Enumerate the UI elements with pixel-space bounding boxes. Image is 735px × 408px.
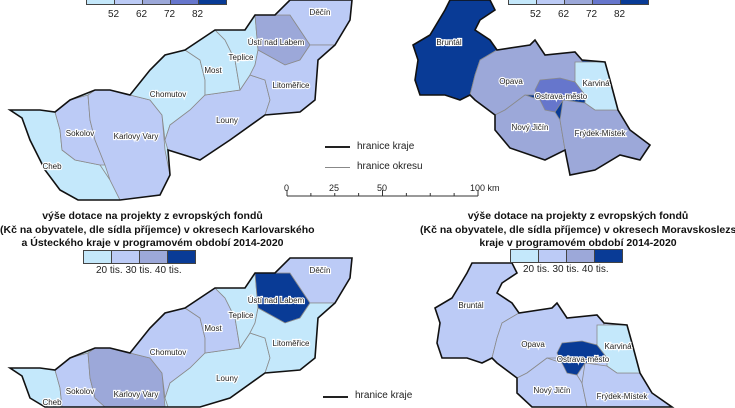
legend-tick: 72 <box>164 9 176 20</box>
district-label: Litoměřice <box>273 339 310 348</box>
region-border-swatch <box>325 146 350 148</box>
scale-tick-25: 25 <box>329 183 340 193</box>
region-border-label: hranice kraje <box>357 141 415 152</box>
legend-class-1 <box>511 250 539 262</box>
legend-class-4 <box>171 0 199 4</box>
district-label: Děčín <box>310 266 331 275</box>
region-border <box>7 257 353 408</box>
map-bottom_left: Cheb Sokolov Karlovy Vary Chomutov Louny Most… <box>7 257 353 408</box>
district-label: Ostrava-město <box>557 355 610 364</box>
district-label: Opava <box>521 340 545 349</box>
scale-tick-0: 0 <box>284 183 290 193</box>
district-label: Karlovy Vary <box>114 390 159 399</box>
district-label: Louny <box>216 374 238 383</box>
legend-class-5 <box>199 0 226 4</box>
bottom-left-legend <box>83 250 196 264</box>
bottom-left-legend-ticks: 20 tis. 30 tis. 40 tis. <box>96 265 182 276</box>
map-top_left: Cheb Sokolov Karlovy Vary Chomutov Louny Most… <box>7 0 353 201</box>
district-border-swatch <box>325 167 350 168</box>
title-line: výše dotace na projekty z evropských fon… <box>42 210 263 222</box>
legend-tick: 52 <box>530 9 542 20</box>
legend-class-4 <box>168 251 195 263</box>
district-label: Ústí nad Labem <box>248 38 305 47</box>
legend-class-3 <box>143 0 171 4</box>
district-label: Karviná <box>604 342 632 351</box>
district-label: Děčín <box>310 8 331 17</box>
legend-class-5 <box>621 0 648 4</box>
district-label: Nový Jičín <box>512 123 549 132</box>
region-border-swatch-bottom <box>323 396 348 398</box>
title-line: (Kč na obyvatele, dle sídla příjemce) v … <box>420 223 735 236</box>
district-ostrava-město[interactable] <box>556 340 608 376</box>
legend-class-2 <box>112 251 140 263</box>
legend-class-1 <box>509 0 537 4</box>
top-left-legend <box>86 0 227 5</box>
map-bottom_right: Bruntál Opava Nový Jičín Frýdek-Místek Karvi… <box>434 262 675 408</box>
district-label: Cheb <box>42 398 62 407</box>
district-label: Louny <box>216 116 238 125</box>
legend-class-4 <box>595 250 622 262</box>
district-label: Cheb <box>42 162 62 171</box>
district-label: Most <box>204 66 222 75</box>
scale-tick-50: 50 <box>377 183 388 193</box>
district-label: Nový Jičín <box>534 386 571 395</box>
legend-class-2 <box>115 0 143 4</box>
title-line: a Ústeckého kraje v programovém období 2… <box>21 237 284 249</box>
district-label: Ústí nad Labem <box>248 296 305 305</box>
bottom-left-title: výše dotace na projekty z evropských fon… <box>0 210 315 251</box>
region-border-label-bottom: hranice kraje <box>355 390 413 401</box>
region-border <box>434 262 675 408</box>
district-label: Sokolov <box>66 387 94 396</box>
title-line: výše dotace na projekty z evropských fon… <box>467 210 689 222</box>
legend-class-3 <box>140 251 168 263</box>
district-border-label: hranice okresu <box>357 161 423 172</box>
bottom-right-title: výše dotace na projekty z evropských fon… <box>420 210 735 251</box>
region-border <box>412 0 652 176</box>
district-label: Chomutov <box>150 90 186 99</box>
title-line: (Kč na obyvatele, dle sídla příjemce) v … <box>0 223 315 236</box>
district-ostrava-město[interactable] <box>534 77 586 113</box>
district-label: Frýdek-Místek <box>597 392 649 401</box>
bottom-right-legend <box>510 249 623 263</box>
district-label: Bruntál <box>458 301 484 310</box>
district-label: Frýdek-Místek <box>575 129 627 138</box>
legend-tick: 62 <box>558 9 570 20</box>
legend-class-1 <box>87 0 115 4</box>
district-label: Teplice <box>229 311 254 320</box>
title-line: kraje v programovém období 2014-2020 <box>479 237 677 249</box>
legend-class-3 <box>565 0 593 4</box>
scale-tick-100: 100 km <box>470 183 500 193</box>
legend-class-2 <box>537 0 565 4</box>
scale-bar-line <box>286 190 479 197</box>
district-label: Litoměřice <box>273 81 310 90</box>
legend-tick: 62 <box>136 9 148 20</box>
legend-class-3 <box>567 250 595 262</box>
district-label: Most <box>204 324 222 333</box>
map-top_right: Bruntál Opava Nový Jičín Frýdek-Místek Karvi… <box>412 0 652 176</box>
district-label: Opava <box>499 77 523 86</box>
district-label: Bruntál <box>436 38 462 47</box>
legend-tick: 82 <box>614 9 626 20</box>
region-border <box>7 0 353 201</box>
top-right-legend <box>508 0 649 5</box>
legend-tick: 82 <box>192 9 204 20</box>
district-label: Sokolov <box>66 129 94 138</box>
district-label: Teplice <box>229 53 254 62</box>
legend-class-4 <box>593 0 621 4</box>
district-label: Karlovy Vary <box>114 132 159 141</box>
district-label: Chomutov <box>150 348 186 357</box>
district-label: Karviná <box>582 79 610 88</box>
legend-tick: 52 <box>108 9 120 20</box>
legend-tick: 72 <box>586 9 598 20</box>
district-label: Ostrava-město <box>535 92 588 101</box>
bottom-right-legend-ticks: 20 tis. 30 tis. 40 tis. <box>523 264 609 275</box>
legend-class-2 <box>539 250 567 262</box>
legend-class-1 <box>84 251 112 263</box>
